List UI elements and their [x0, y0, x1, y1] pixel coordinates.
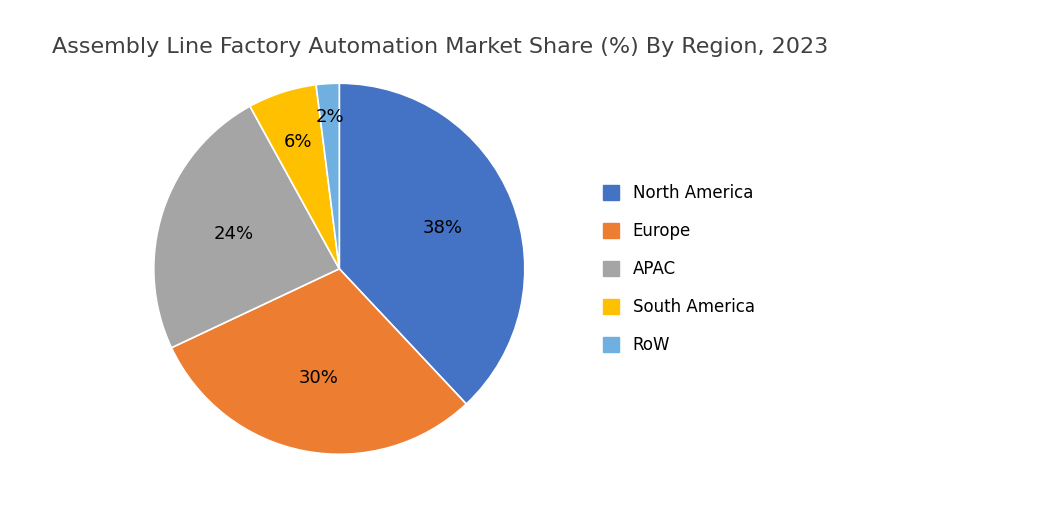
Wedge shape [153, 106, 339, 348]
Text: 2%: 2% [315, 108, 345, 126]
Wedge shape [339, 83, 525, 404]
Text: 6%: 6% [284, 133, 312, 151]
Text: 38%: 38% [423, 219, 462, 237]
Text: Assembly Line Factory Automation Market Share (%) By Region, 2023: Assembly Line Factory Automation Market … [52, 37, 829, 57]
Text: 30%: 30% [299, 369, 338, 387]
Text: 24%: 24% [213, 226, 254, 243]
Wedge shape [171, 269, 467, 454]
Legend: North America, Europe, APAC, South America, RoW: North America, Europe, APAC, South Ameri… [602, 184, 755, 354]
Wedge shape [316, 83, 339, 269]
Wedge shape [250, 85, 339, 269]
